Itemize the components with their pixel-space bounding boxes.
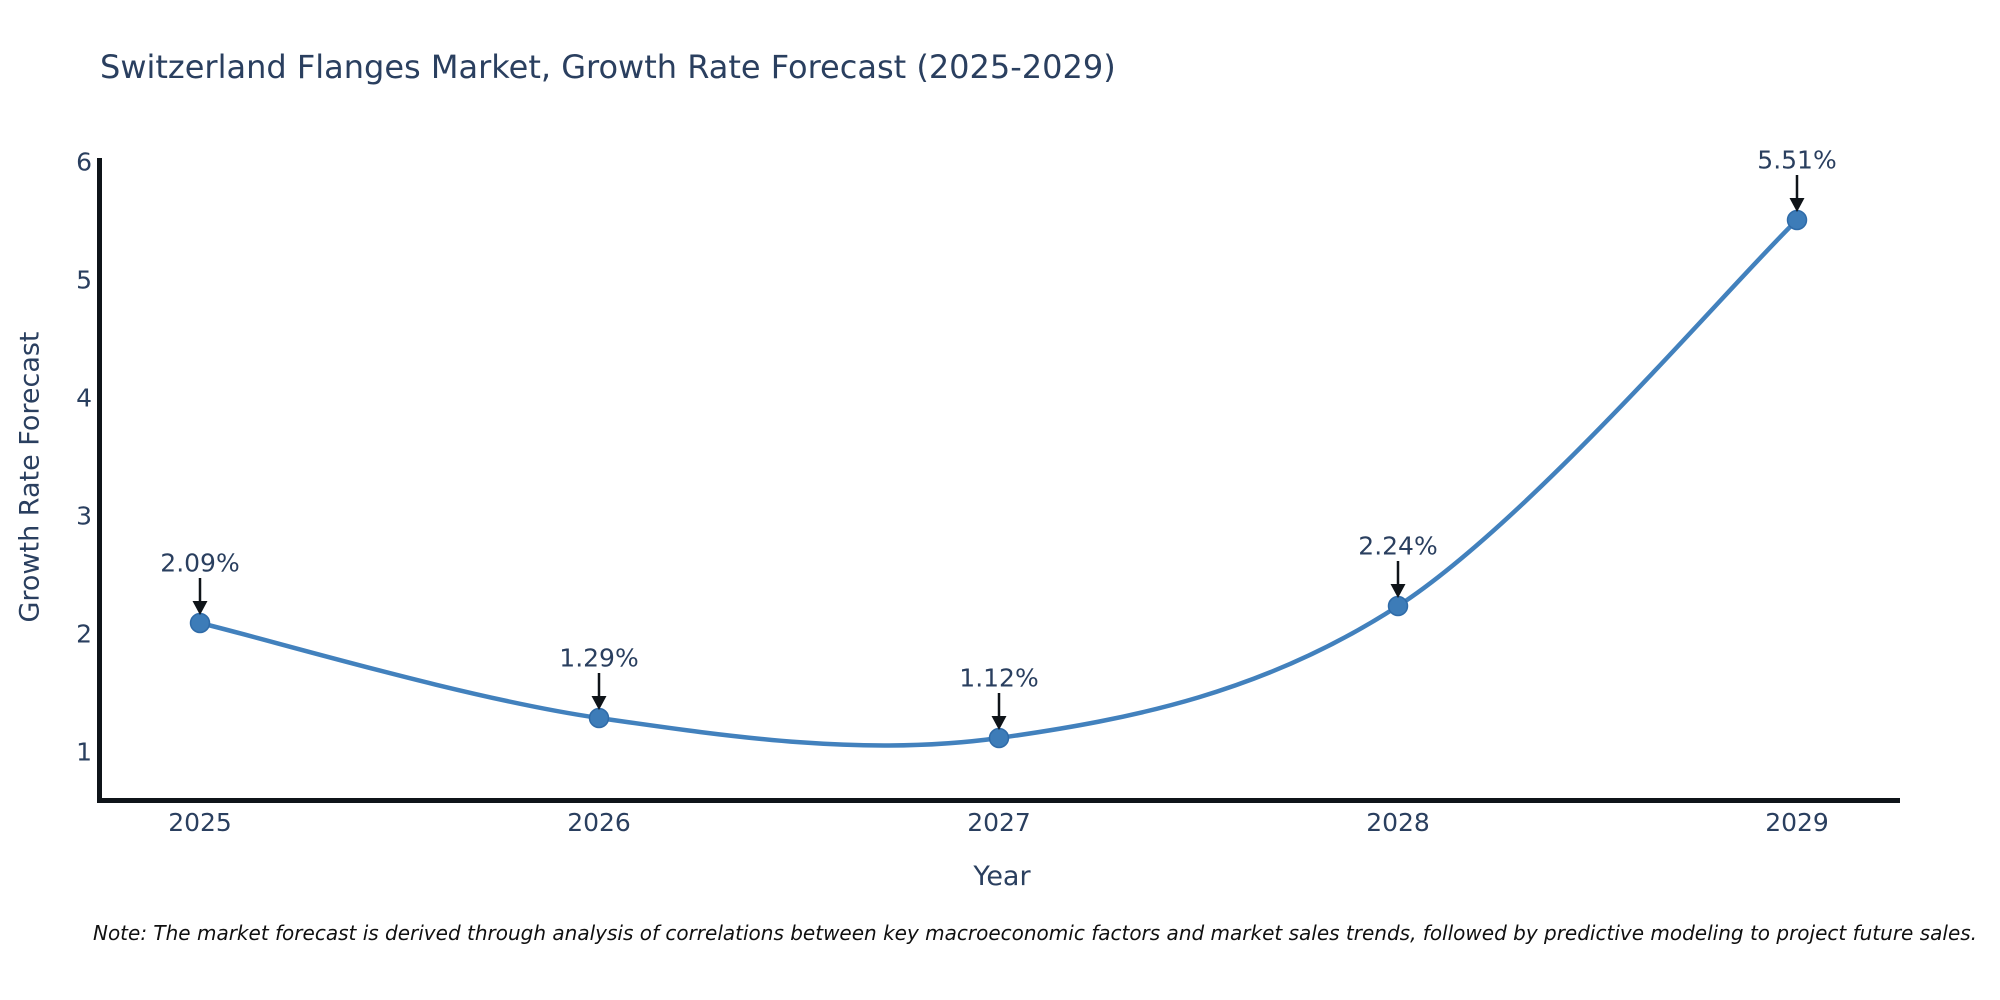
- data-point-marker-2029: [1786, 209, 1808, 231]
- footnote: Note: The market forecast is derived thr…: [92, 921, 1978, 945]
- x-tick-label-2029: 2029: [1765, 808, 1829, 837]
- annotation-arrow-2025: [192, 578, 208, 615]
- x-tick-label-2026: 2026: [567, 808, 631, 837]
- y-tick-label-3: 3: [76, 501, 92, 531]
- data-point-marker-2027: [988, 727, 1010, 749]
- annotation-arrow-2028: [1390, 561, 1406, 598]
- annotation-arrow-2027: [991, 693, 1007, 730]
- x-tick-label-2025: 2025: [168, 808, 232, 837]
- data-point-marker-2026: [588, 707, 610, 729]
- annotation-arrow-2026: [591, 673, 607, 710]
- y-tick-label-2: 2: [76, 619, 92, 649]
- point-label-2027: 1.12%: [959, 663, 1039, 693]
- point-label-2029: 5.51%: [1757, 145, 1837, 175]
- x-axis-title: Year: [973, 861, 1031, 892]
- point-label-2025: 2.09%: [160, 548, 240, 578]
- chart-title: Switzerland Flanges Market, Growth Rate …: [100, 48, 1116, 86]
- y-tick-label-6: 6: [76, 147, 92, 177]
- y-tick-label-4: 4: [76, 383, 92, 413]
- point-label-2026: 1.29%: [559, 643, 639, 673]
- y-tick-label-1: 1: [76, 737, 92, 767]
- data-point-marker-2028: [1387, 595, 1409, 617]
- y-axis-title: Growth Rate Forecast: [14, 331, 46, 623]
- x-tick-label-2027: 2027: [967, 808, 1031, 837]
- x-tick-label-2028: 2028: [1366, 808, 1430, 837]
- point-label-2028: 2.24%: [1358, 531, 1438, 561]
- y-tick-label-5: 5: [76, 265, 92, 295]
- data-point-marker-2025: [189, 612, 211, 634]
- annotation-arrow-2029: [1789, 175, 1805, 212]
